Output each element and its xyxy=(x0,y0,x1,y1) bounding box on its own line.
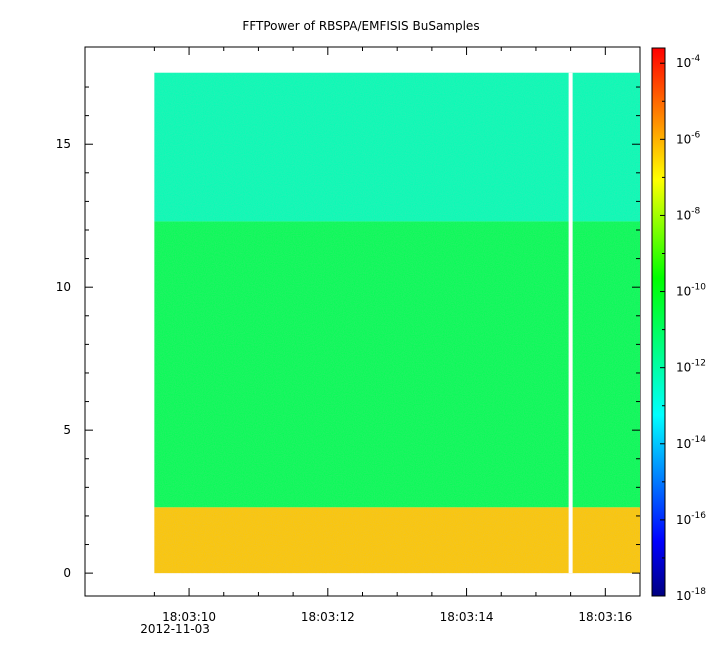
colorbar-tick-label: 10-18 xyxy=(676,587,706,603)
x-tick-label: 18:03:10 xyxy=(162,610,216,624)
heatmap-texture xyxy=(154,72,640,574)
x-tick-date-label: 2012-11-03 xyxy=(140,622,210,636)
colorbar-tick-label: 10-14 xyxy=(676,435,706,451)
x-tick-label: 18:03:14 xyxy=(440,610,494,624)
heatmap-layer xyxy=(154,72,640,574)
colorbar-tick-label: 10-8 xyxy=(676,206,701,222)
y-tick-label: 10 xyxy=(56,280,71,294)
y-tick-label: 5 xyxy=(63,423,71,437)
colorbar-gradient xyxy=(651,47,666,597)
colorbar-tick-label: 10-6 xyxy=(676,130,701,146)
colorbar-tick-label: 10-10 xyxy=(676,283,706,299)
colorbar-tick-label: 10-4 xyxy=(676,54,701,70)
chart-title: FFTPower of RBSPA/EMFISIS BuSamples xyxy=(242,19,479,33)
y-tick-label: 15 xyxy=(56,137,71,151)
colorbar-ticks: 10-4 10-6 10-8 10-10 10-12 10-14 10-16 10-18 xyxy=(660,54,706,603)
colorbar-tick-label: 10-12 xyxy=(676,359,706,375)
x-tick-label: 18:03:16 xyxy=(578,610,632,624)
colorbar: 10-4 10-6 10-8 10-10 10-12 10-14 10-16 10-18 xyxy=(651,47,706,603)
x-tick-label: 18:03:12 xyxy=(301,610,355,624)
data-gap xyxy=(568,72,573,574)
colorbar-tick-label: 10-16 xyxy=(676,511,706,527)
y-axis: 0 5 10 15 xyxy=(56,86,640,580)
y-tick-label: 0 xyxy=(63,566,71,580)
